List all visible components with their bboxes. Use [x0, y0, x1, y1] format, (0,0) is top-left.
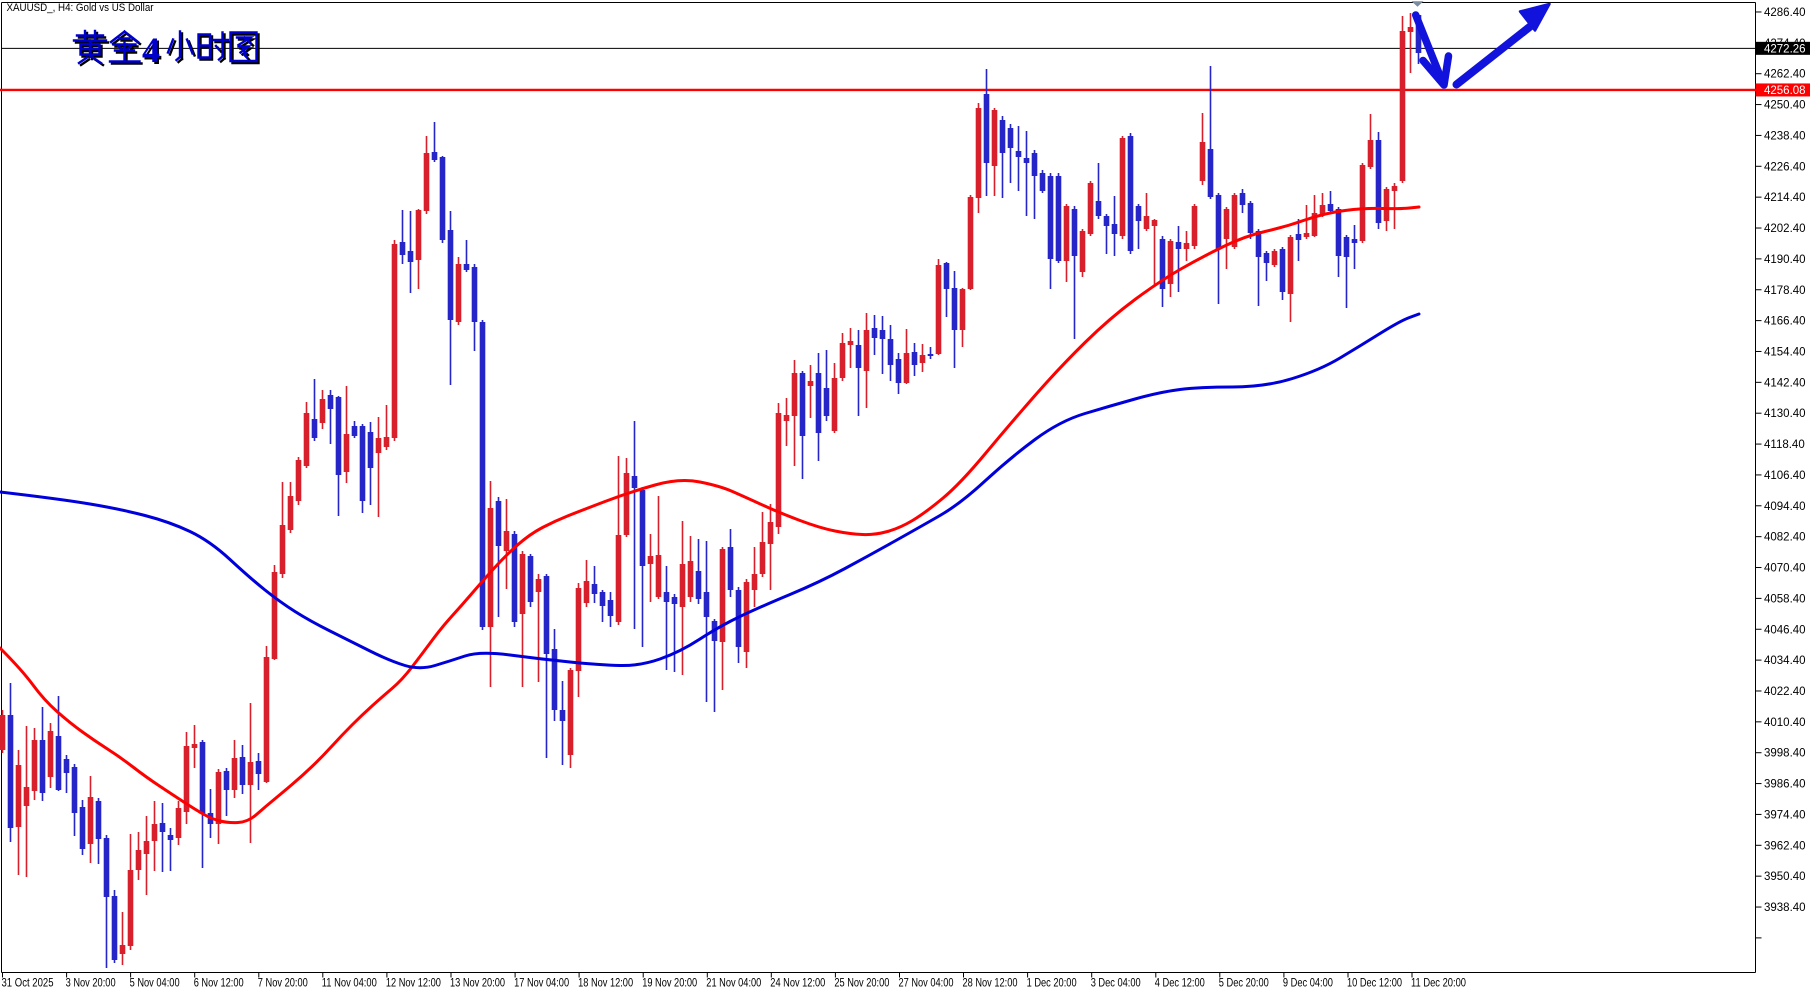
svg-text:25 Nov 20:00: 25 Nov 20:00	[834, 978, 889, 990]
svg-text:31 Oct 2025: 31 Oct 2025	[2, 978, 54, 990]
svg-text:13 Nov 20:00: 13 Nov 20:00	[450, 978, 505, 990]
svg-text:28 Nov 12:00: 28 Nov 12:00	[963, 978, 1018, 990]
svg-text:3938.40: 3938.40	[1764, 902, 1806, 914]
svg-text:3986.40: 3986.40	[1764, 779, 1806, 791]
svg-text:4272.26: 4272.26	[1764, 44, 1806, 56]
svg-text:19 Nov 20:00: 19 Nov 20:00	[642, 978, 697, 990]
svg-text:5 Dec 20:00: 5 Dec 20:00	[1219, 978, 1269, 990]
svg-text:4082.40: 4082.40	[1764, 532, 1806, 544]
svg-text:4250.40: 4250.40	[1764, 100, 1806, 112]
svg-text:4256.08: 4256.08	[1764, 85, 1806, 97]
svg-text:21 Nov 04:00: 21 Nov 04:00	[706, 978, 761, 990]
svg-text:12 Nov 12:00: 12 Nov 12:00	[386, 978, 441, 990]
svg-text:4058.40: 4058.40	[1764, 593, 1806, 605]
svg-text:4142.40: 4142.40	[1764, 377, 1806, 389]
svg-text:1 Dec 20:00: 1 Dec 20:00	[1027, 978, 1077, 990]
svg-text:4214.40: 4214.40	[1764, 192, 1806, 204]
svg-text:11 Dec 20:00: 11 Dec 20:00	[1411, 978, 1466, 990]
svg-text:4286.40: 4286.40	[1764, 7, 1806, 19]
svg-text:3 Dec 04:00: 3 Dec 04:00	[1091, 978, 1141, 990]
svg-text:4130.40: 4130.40	[1764, 408, 1806, 420]
svg-text:27 Nov 04:00: 27 Nov 04:00	[899, 978, 954, 990]
svg-text:4238.40: 4238.40	[1764, 130, 1806, 142]
svg-text:3962.40: 3962.40	[1764, 840, 1806, 852]
svg-text:4166.40: 4166.40	[1764, 316, 1806, 328]
svg-text:4178.40: 4178.40	[1764, 285, 1806, 297]
svg-text:6 Nov 12:00: 6 Nov 12:00	[194, 978, 244, 990]
svg-text:4094.40: 4094.40	[1764, 501, 1806, 513]
svg-text:10 Dec 12:00: 10 Dec 12:00	[1347, 978, 1402, 990]
svg-text:4: 4	[142, 30, 160, 70]
svg-text:7 Nov 20:00: 7 Nov 20:00	[258, 978, 308, 990]
svg-text:4262.40: 4262.40	[1764, 69, 1806, 81]
svg-text:4046.40: 4046.40	[1764, 624, 1806, 636]
svg-text:4154.40: 4154.40	[1764, 346, 1806, 358]
svg-text:4 Dec 12:00: 4 Dec 12:00	[1155, 978, 1205, 990]
svg-text:4106.40: 4106.40	[1764, 470, 1806, 482]
svg-text:24 Nov 12:00: 24 Nov 12:00	[770, 978, 825, 990]
svg-text:4202.40: 4202.40	[1764, 223, 1806, 235]
svg-text:5 Nov 04:00: 5 Nov 04:00	[130, 978, 180, 990]
svg-text:18 Nov 12:00: 18 Nov 12:00	[578, 978, 633, 990]
svg-text:3998.40: 3998.40	[1764, 748, 1806, 760]
svg-text:3974.40: 3974.40	[1764, 809, 1806, 821]
svg-text:3950.40: 3950.40	[1764, 871, 1806, 883]
svg-text:4190.40: 4190.40	[1764, 254, 1806, 266]
svg-text:4226.40: 4226.40	[1764, 161, 1806, 173]
svg-text:XAUUSD_, H4: Gold vs US Dolla: XAUUSD_, H4: Gold vs US Dollar	[7, 2, 154, 14]
svg-text:11 Nov 04:00: 11 Nov 04:00	[322, 978, 377, 990]
svg-text:9 Dec 04:00: 9 Dec 04:00	[1283, 978, 1333, 990]
svg-text:4070.40: 4070.40	[1764, 563, 1806, 575]
svg-text:4022.40: 4022.40	[1764, 686, 1806, 698]
svg-text:4034.40: 4034.40	[1764, 655, 1806, 667]
svg-text:4118.40: 4118.40	[1764, 439, 1805, 451]
svg-text:4010.40: 4010.40	[1764, 717, 1806, 729]
svg-text:17 Nov 04:00: 17 Nov 04:00	[514, 978, 569, 990]
svg-text:3 Nov 20:00: 3 Nov 20:00	[66, 978, 116, 990]
